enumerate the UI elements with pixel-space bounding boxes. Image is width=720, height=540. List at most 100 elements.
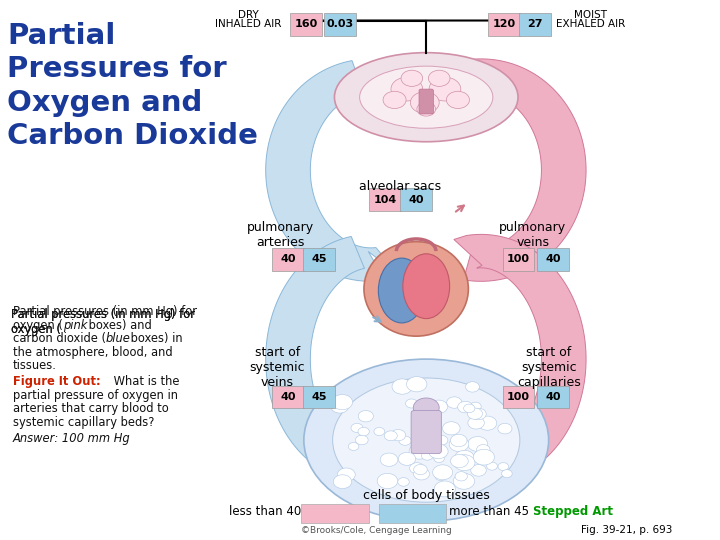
Text: more than 45: more than 45: [449, 505, 529, 518]
Ellipse shape: [304, 359, 549, 521]
PathPatch shape: [266, 60, 400, 281]
Circle shape: [478, 416, 497, 430]
Circle shape: [359, 410, 374, 422]
Circle shape: [390, 429, 405, 441]
Circle shape: [331, 400, 348, 413]
Circle shape: [466, 382, 480, 392]
FancyBboxPatch shape: [537, 386, 569, 408]
FancyBboxPatch shape: [272, 248, 304, 271]
Ellipse shape: [402, 254, 449, 319]
FancyBboxPatch shape: [503, 248, 534, 271]
Circle shape: [429, 77, 461, 101]
Circle shape: [410, 463, 424, 474]
PathPatch shape: [454, 234, 586, 484]
Circle shape: [455, 471, 467, 481]
Text: systemic capillary beds?: systemic capillary beds?: [13, 416, 154, 429]
Text: Stepped Art: Stepped Art: [533, 505, 613, 518]
Text: start of
systemic
veins: start of systemic veins: [249, 346, 305, 389]
Circle shape: [449, 437, 469, 451]
Text: the atmosphere, blood, and: the atmosphere, blood, and: [13, 346, 173, 359]
Text: What is the: What is the: [110, 375, 180, 388]
Circle shape: [384, 431, 397, 441]
Text: 160: 160: [294, 19, 318, 29]
Ellipse shape: [379, 258, 425, 323]
Circle shape: [383, 91, 406, 109]
Circle shape: [351, 423, 363, 433]
Circle shape: [399, 436, 411, 446]
Text: 40: 40: [545, 392, 561, 402]
Circle shape: [401, 70, 423, 86]
Circle shape: [464, 404, 475, 413]
PathPatch shape: [266, 237, 390, 484]
Text: DRY: DRY: [238, 10, 258, 20]
Circle shape: [471, 408, 486, 420]
Circle shape: [433, 465, 453, 480]
Text: ©Brooks/Cole, Cengage Learning: ©Brooks/Cole, Cengage Learning: [301, 526, 451, 535]
Text: partial pressure of oxygen in: partial pressure of oxygen in: [13, 389, 178, 402]
Text: INHALED AIR: INHALED AIR: [215, 19, 282, 29]
Circle shape: [413, 464, 427, 475]
Circle shape: [356, 435, 368, 445]
FancyBboxPatch shape: [419, 89, 433, 114]
Circle shape: [428, 70, 450, 86]
Circle shape: [337, 468, 355, 482]
FancyBboxPatch shape: [411, 410, 441, 454]
Circle shape: [468, 417, 485, 429]
Text: 40: 40: [280, 392, 296, 402]
FancyBboxPatch shape: [537, 248, 569, 271]
Text: blue: blue: [106, 332, 131, 345]
Text: boxes) in: boxes) in: [127, 332, 182, 345]
Circle shape: [377, 474, 397, 489]
Text: 27: 27: [527, 19, 543, 29]
Text: Answer: 100 mm Hg: Answer: 100 mm Hg: [13, 432, 130, 445]
Circle shape: [391, 77, 423, 101]
Circle shape: [410, 92, 439, 113]
FancyBboxPatch shape: [379, 504, 446, 523]
Circle shape: [420, 403, 431, 411]
Text: alveolar sacs: alveolar sacs: [359, 180, 441, 193]
Circle shape: [380, 453, 398, 467]
Circle shape: [398, 453, 415, 465]
Text: cells of body tissues: cells of body tissues: [363, 489, 490, 502]
FancyBboxPatch shape: [301, 504, 369, 523]
Text: 40: 40: [280, 254, 296, 264]
FancyBboxPatch shape: [324, 13, 356, 36]
Circle shape: [409, 443, 430, 459]
PathPatch shape: [450, 59, 586, 281]
Circle shape: [333, 475, 351, 489]
Circle shape: [446, 397, 462, 408]
Text: EXHALED AIR: EXHALED AIR: [556, 19, 625, 29]
Ellipse shape: [333, 378, 520, 502]
Text: 0.03: 0.03: [326, 19, 354, 29]
FancyBboxPatch shape: [503, 386, 534, 408]
Circle shape: [374, 428, 384, 436]
Text: pulmonary
arteries: pulmonary arteries: [247, 221, 315, 249]
Text: Fig. 39-21, p. 693: Fig. 39-21, p. 693: [581, 525, 672, 535]
Circle shape: [435, 435, 448, 445]
Text: 40: 40: [545, 254, 561, 264]
Text: 104: 104: [374, 195, 397, 205]
Circle shape: [435, 472, 446, 481]
Circle shape: [454, 455, 475, 471]
FancyBboxPatch shape: [369, 188, 401, 211]
Circle shape: [477, 444, 490, 455]
Text: 45: 45: [311, 392, 327, 402]
Text: 120: 120: [492, 19, 516, 29]
Text: tissues.: tissues.: [13, 359, 57, 372]
Circle shape: [498, 423, 512, 434]
Circle shape: [487, 462, 498, 470]
Circle shape: [415, 430, 436, 446]
Text: arteries that carry blood to: arteries that carry blood to: [13, 402, 168, 415]
Ellipse shape: [360, 66, 492, 129]
Text: carbon dioxide (: carbon dioxide (: [13, 332, 106, 345]
Circle shape: [443, 422, 460, 435]
Text: 100: 100: [507, 254, 530, 264]
Circle shape: [421, 451, 433, 460]
Circle shape: [348, 443, 359, 450]
FancyBboxPatch shape: [488, 13, 520, 36]
Text: start of
systemic
capillaries: start of systemic capillaries: [517, 346, 580, 389]
Circle shape: [405, 399, 418, 408]
Circle shape: [468, 436, 487, 451]
Circle shape: [458, 401, 473, 413]
Text: 40: 40: [408, 195, 424, 205]
